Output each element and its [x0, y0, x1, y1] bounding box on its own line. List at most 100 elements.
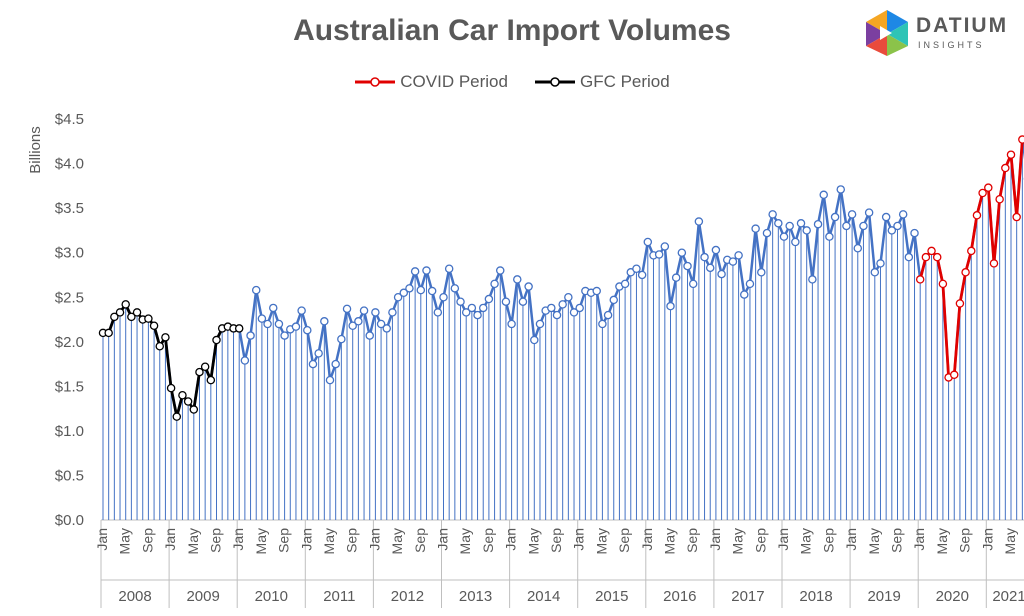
- x-tick-label-month: Jan: [230, 528, 246, 551]
- x-tick-label-month: May: [185, 528, 201, 554]
- y-tick-label: $0.0: [55, 512, 84, 529]
- data-point-gfc: [121, 300, 130, 309]
- data-point: [819, 190, 828, 200]
- x-tick-label-month: Sep: [684, 528, 700, 553]
- data-point-covid: [967, 246, 976, 256]
- x-tick-label-month: Jan: [639, 528, 655, 551]
- data-point: [382, 324, 391, 333]
- data-point-covid: [950, 370, 959, 380]
- data-point: [246, 331, 255, 340]
- data-point-gfc: [132, 308, 142, 317]
- x-tick-label-month: Jan: [162, 528, 178, 551]
- data-point: [461, 308, 471, 317]
- data-point: [251, 285, 261, 295]
- data-point: [740, 290, 749, 299]
- data-point: [717, 269, 726, 279]
- data-point: [660, 242, 670, 251]
- y-tick-label: $0.5: [55, 467, 84, 484]
- data-point: [376, 319, 386, 329]
- x-tick-label-month: Sep: [276, 528, 292, 553]
- data-point: [620, 279, 630, 289]
- data-point-gfc: [195, 367, 204, 377]
- data-point: [297, 306, 306, 315]
- data-point: [592, 286, 601, 296]
- y-tick-label: $2.5: [55, 289, 84, 306]
- data-point-covid: [938, 279, 948, 289]
- data-point-gfc: [155, 342, 164, 351]
- data-point: [830, 212, 840, 222]
- data-point: [456, 297, 465, 306]
- data-point: [575, 303, 584, 313]
- series-line-main: [103, 138, 1024, 418]
- x-tick-label-month: Sep: [412, 528, 428, 553]
- data-point-covid: [984, 183, 993, 192]
- data-point: [864, 208, 874, 217]
- x-tick-label-month: Sep: [820, 528, 836, 553]
- x-tick-label-year: 2013: [459, 588, 492, 605]
- x-tick-label-month: May: [798, 528, 814, 554]
- data-point: [427, 286, 437, 296]
- y-axis-label: Billions: [27, 126, 44, 174]
- data-point: [410, 267, 420, 276]
- data-point: [405, 284, 414, 293]
- data-point: [501, 297, 511, 306]
- data-point: [495, 266, 505, 275]
- x-tick-label-month: May: [389, 528, 405, 554]
- x-tick-label-month: May: [117, 528, 133, 554]
- data-point-gfc: [189, 405, 199, 414]
- data-point: [881, 212, 891, 222]
- data-point-covid: [989, 259, 999, 268]
- x-tick-label-month: Jan: [366, 528, 382, 551]
- data-point-covid: [972, 211, 982, 220]
- x-tick-label-year: 2020: [936, 588, 969, 605]
- data-point: [785, 221, 794, 231]
- x-tick-label-month: Jan: [94, 528, 110, 551]
- data-point: [677, 248, 687, 257]
- data-point-gfc: [206, 375, 216, 385]
- data-point: [768, 210, 777, 219]
- x-tick-label-month: May: [662, 528, 678, 554]
- x-tick-label-month: Sep: [480, 528, 496, 553]
- data-point-gfc: [183, 397, 193, 406]
- legend-label-gfc: GFC Period: [579, 72, 670, 91]
- data-point: [632, 264, 641, 273]
- data-point: [365, 331, 374, 340]
- data-point: [666, 301, 675, 311]
- data-point: [507, 319, 516, 329]
- x-tick-label-month: May: [866, 528, 882, 554]
- data-point: [268, 303, 278, 313]
- data-point-covid: [921, 252, 931, 262]
- data-point: [637, 270, 647, 280]
- data-point: [802, 226, 811, 235]
- data-point: [598, 319, 607, 329]
- x-tick-label-month: Jan: [298, 528, 314, 551]
- data-point: [280, 331, 289, 340]
- logo-subtitle: INSIGHTS: [918, 40, 985, 50]
- data-point-gfc: [110, 312, 119, 322]
- x-tick-label-year: 2010: [255, 588, 288, 605]
- data-point-covid: [927, 246, 936, 256]
- data-point-covid: [961, 268, 970, 277]
- data-point: [439, 292, 448, 302]
- x-tick-label-month: May: [321, 528, 337, 554]
- data-point: [422, 266, 431, 275]
- data-point: [774, 219, 783, 228]
- data-point-gfc: [127, 312, 136, 322]
- x-tick-label-month: Jan: [979, 528, 995, 551]
- y-tick-label: $3.5: [55, 200, 84, 217]
- data-point: [320, 317, 329, 326]
- data-point: [308, 359, 318, 369]
- data-point: [813, 219, 823, 229]
- logo-brand: DATIUM: [916, 14, 1009, 37]
- data-point: [791, 237, 800, 247]
- x-tick-label-month: Jan: [571, 528, 587, 551]
- data-point: [388, 308, 397, 317]
- y-tick-label: $2.0: [55, 334, 84, 351]
- data-point: [859, 221, 868, 231]
- data-point: [393, 292, 403, 302]
- data-point: [558, 300, 567, 309]
- x-tick-label-year: 2012: [391, 588, 424, 605]
- data-point-covid: [995, 194, 1004, 204]
- data-point: [552, 310, 562, 320]
